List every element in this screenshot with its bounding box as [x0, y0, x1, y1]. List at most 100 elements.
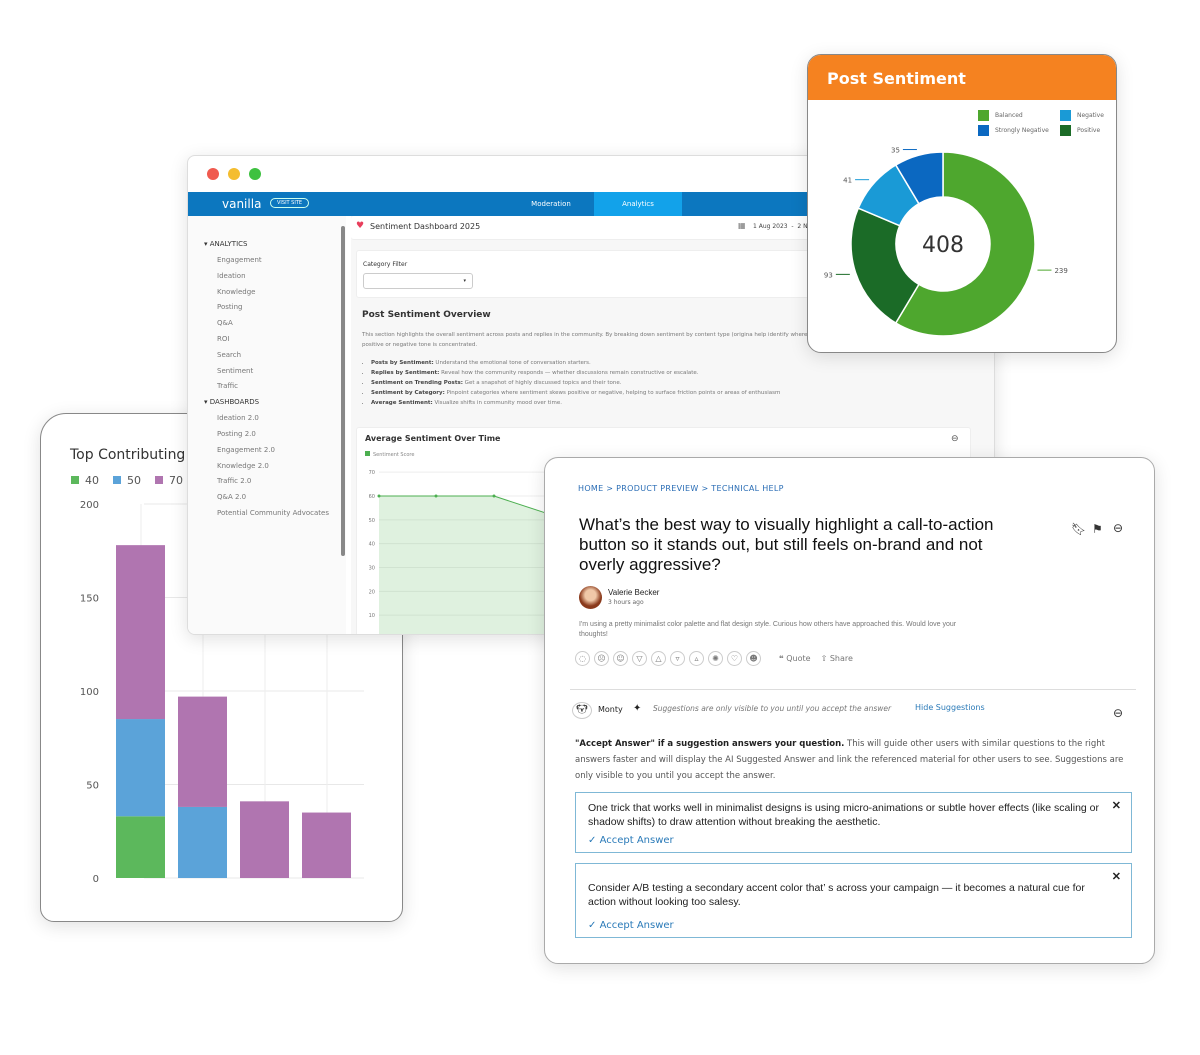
more-options-icon[interactable]: ⊖ — [951, 434, 959, 444]
sidebar-item[interactable]: Posting 2.0 — [217, 430, 256, 438]
calendar-icon: ▦ — [738, 221, 746, 230]
sidebar-item[interactable]: Potential Community Advocates — [217, 509, 329, 517]
bookmark-icon[interactable]: 🔖︎ — [1071, 522, 1087, 536]
question-body: I'm using a pretty minimalist color pale… — [579, 621, 957, 638]
lol-icon[interactable]: ☻ — [746, 651, 761, 666]
data-point — [434, 494, 438, 498]
bar-segment — [178, 806, 227, 878]
hide-suggestions-link[interactable]: Hide Suggestions — [915, 703, 985, 712]
sidebar-item[interactable]: Posting — [217, 303, 243, 312]
sidebar-item[interactable]: Ideation 2.0 — [217, 414, 259, 423]
more-options-icon[interactable]: ⊖ — [1113, 521, 1124, 535]
legend-item[interactable]: 40 — [71, 474, 99, 487]
sidebar-item[interactable]: Engagement — [217, 256, 262, 264]
close-icon[interactable]: ✕ — [1111, 871, 1121, 883]
divider — [570, 689, 1136, 690]
breadcrumb[interactable]: HOME > PRODUCT PREVIEW > TECHNICAL HELP — [578, 484, 784, 493]
bullet-item: Average Sentiment: Visualize shifts in c… — [371, 398, 994, 408]
y-tick-label: 40 — [369, 542, 375, 548]
accept-answer-button[interactable]: ✓ Accept Answer — [588, 920, 674, 931]
downvote-icon[interactable]: ▿ — [670, 651, 685, 666]
legend-item[interactable]: Negative — [1060, 110, 1104, 121]
sidebar-item[interactable]: Engagement 2.0 — [217, 445, 276, 454]
post-sentiment-card: Post Sentiment Balanced Negative Strongl… — [807, 54, 1117, 353]
overview-bullets: Posts by Sentiment: Understand the emoti… — [371, 358, 994, 408]
date-range[interactable]: 1 Aug 2023 - 2 N — [753, 223, 808, 230]
tab-moderation[interactable]: Moderation — [531, 200, 571, 208]
area-fill — [379, 496, 552, 634]
sidebar-item[interactable]: Q&A — [217, 319, 233, 328]
y-tick-label: 70 — [369, 470, 375, 476]
sidebar-item[interactable]: Traffic 2.0 — [217, 477, 252, 486]
sidebar-section-header[interactable]: ▾ DASHBOARDS — [204, 398, 260, 407]
donut-slice — [894, 151, 1036, 337]
thumbs-up-icon[interactable]: △ — [651, 651, 666, 666]
sidebar-item[interactable]: Sentiment — [217, 366, 254, 375]
sidebar-item[interactable]: ROI — [217, 335, 230, 343]
overview-title: Post Sentiment Overview — [362, 310, 491, 320]
data-point — [492, 494, 496, 498]
sidebar-item[interactable]: Q&A 2.0 — [217, 493, 247, 502]
donut-slice — [894, 151, 944, 205]
y-tick-label: 100 — [80, 687, 99, 698]
close-window-button[interactable] — [207, 168, 219, 180]
bar-segment — [178, 696, 227, 807]
suggestion-text: One trick that works well in minimalist … — [588, 802, 1099, 828]
legend-item[interactable]: Strongly Negative — [978, 125, 1049, 136]
y-tick-label: 200 — [80, 500, 99, 511]
awesome-icon[interactable]: ✺ — [708, 651, 723, 666]
legend-item[interactable]: Positive — [1060, 125, 1100, 136]
slice-label: 35 — [891, 147, 900, 155]
legend-item[interactable]: Balanced — [978, 110, 1023, 121]
sidebar-item[interactable]: Knowledge 2.0 — [217, 461, 269, 470]
legend-item[interactable]: 50 — [113, 474, 141, 487]
visit-site-button[interactable]: VISIT SITE — [270, 198, 310, 208]
bar-segment — [116, 545, 165, 720]
tab-analytics[interactable]: Analytics — [594, 192, 682, 216]
maximize-window-button[interactable] — [249, 168, 261, 180]
y-tick-label: 0 — [93, 874, 99, 885]
quote-button[interactable]: ❝ Quote — [779, 654, 811, 663]
sidebar-item[interactable]: Knowledge — [217, 287, 256, 296]
sidebar-section-header[interactable]: ▾ ANALYTICS — [204, 240, 248, 248]
legend-item[interactable]: 70 — [155, 474, 183, 487]
share-button[interactable]: ⇧ Share — [820, 654, 853, 663]
smile-icon[interactable]: ☺ — [613, 651, 628, 666]
stacked-bar-chart: 0 50 100 150 200 — [80, 500, 364, 885]
lightbulb-icon[interactable]: ◌ — [575, 651, 590, 666]
flag-icon[interactable]: ⚑ — [1092, 522, 1103, 536]
thumbs-down-icon[interactable]: ▽ — [632, 651, 647, 666]
question-title: What’s the best way to visually highligh… — [579, 515, 994, 574]
series-line — [379, 495, 553, 516]
bar-segment — [240, 801, 289, 878]
more-options-icon[interactable]: ⊖ — [1113, 706, 1124, 720]
bot-name: Monty — [598, 705, 623, 714]
suggestion-note: Suggestions are only visible to you unti… — [653, 704, 892, 713]
heart-icon[interactable]: ♡ — [727, 651, 742, 666]
vanilla-logo[interactable]: vanilla — [222, 197, 262, 211]
upvote-icon[interactable]: ▵ — [689, 651, 704, 666]
sidebar-item[interactable]: Ideation — [217, 271, 246, 280]
suggestion-card: One trick that works well in minimalist … — [575, 792, 1132, 853]
y-tick-label: 20 — [369, 589, 375, 595]
sidebar-scrollbar[interactable] — [341, 226, 345, 556]
bot-avatar: 🐨︎ — [572, 702, 592, 719]
forum-question-card: HOME > PRODUCT PREVIEW > TECHNICAL HELP … — [544, 457, 1155, 964]
confused-icon[interactable]: ☹ — [594, 651, 609, 666]
close-icon[interactable]: ✕ — [1111, 800, 1121, 812]
chart-legend: 40 50 70 — [71, 474, 183, 487]
bullet-item: Sentiment on Trending Posts: Get a snaps… — [371, 378, 994, 388]
sparkle-icon: ✦ — [633, 703, 642, 714]
y-tick-label: 10 — [369, 613, 375, 619]
sidebar-item[interactable]: Search — [217, 350, 242, 359]
accept-answer-button[interactable]: ✓ Accept Answer — [588, 835, 674, 846]
category-filter-select[interactable]: ▾ — [363, 273, 473, 289]
author-name[interactable]: Valerie Becker — [608, 588, 660, 597]
slice-label: 41 — [843, 177, 852, 185]
card-title: Post Sentiment — [808, 55, 1116, 100]
avatar[interactable] — [579, 586, 602, 609]
filter-label: Category Filter — [363, 261, 408, 268]
post-time: 3 hours ago — [608, 599, 644, 606]
sidebar-item[interactable]: Traffic — [217, 382, 239, 391]
minimize-window-button[interactable] — [228, 168, 240, 180]
